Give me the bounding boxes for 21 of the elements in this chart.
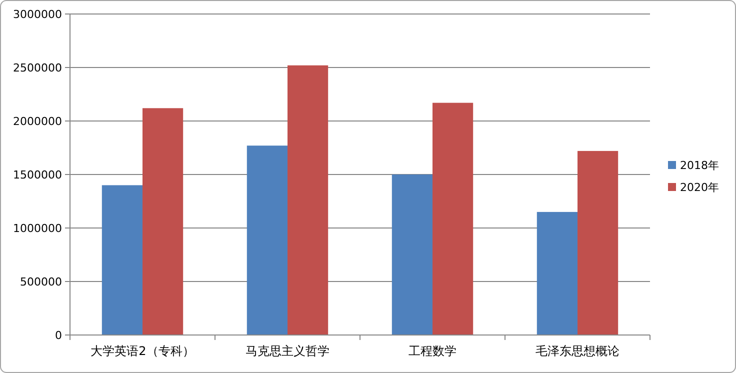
x-tick-label: 工程数学 (408, 344, 456, 358)
y-tick-label: 3000000 (13, 8, 62, 21)
y-tick-label: 0 (55, 328, 62, 342)
bar (246, 146, 288, 335)
y-tick-label: 1500000 (13, 168, 62, 182)
legend-label: 2020年 (680, 180, 719, 194)
legend-label: 2018年 (680, 158, 719, 172)
bar (288, 65, 328, 335)
bar (392, 174, 432, 335)
y-tick-label: 1000000 (13, 222, 62, 235)
x-tick-label: 毛泽东思想概论 (536, 344, 620, 358)
bar (142, 108, 184, 335)
bar (536, 212, 578, 335)
y-tick-label: 500000 (20, 275, 62, 288)
y-tick-label: 2000000 (13, 114, 62, 128)
bar (432, 102, 474, 335)
bar (102, 185, 142, 335)
bar (578, 150, 618, 335)
x-tick-label: 大学英语2（专科） (90, 344, 194, 358)
x-tick-label: 马克思主义哲学 (246, 344, 330, 358)
y-tick-label: 2500000 (13, 61, 62, 74)
